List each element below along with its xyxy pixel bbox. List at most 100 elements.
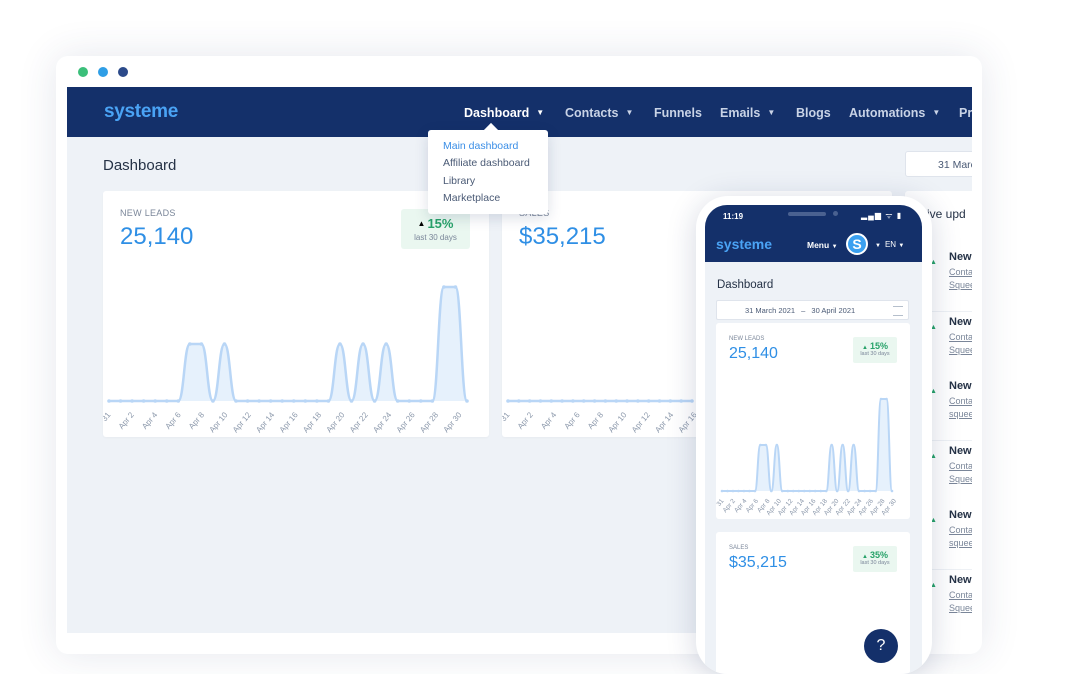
date-range-picker[interactable]: 31 Marc <box>905 151 972 177</box>
data-point <box>737 489 740 493</box>
nav-emails[interactable]: Emails ▼ <box>720 106 775 120</box>
badge-subtitle: last 30 days <box>860 351 890 357</box>
date-from: 31 March 2021 <box>745 306 796 315</box>
data-point <box>442 285 446 289</box>
window-dot-navy[interactable] <box>118 67 128 77</box>
status-time: 11:19 <box>723 212 744 221</box>
data-point <box>846 489 850 493</box>
phone-logo[interactable]: systeme <box>716 236 773 252</box>
data-point <box>770 489 773 493</box>
data-point <box>430 399 435 403</box>
status-dot-icon: ▲ <box>930 259 937 266</box>
status-icons: ▂▄▆ ᯤ ▮ <box>861 211 903 220</box>
new-leads-chart: 31 Apr 2 Apr 4 Apr 6 Apr 8 Apr 10 Apr 12 Apr 14… <box>103 285 469 434</box>
live-update-item[interactable]: ▲ New Conta Squee <box>930 311 972 377</box>
live-updates-title: ive upd <box>927 207 966 221</box>
phone-screen: 11:19 ▂▄▆ ᯤ ▮ systeme Menu ▼ S ▼ EN ▼ Das… <box>705 205 922 674</box>
data-point <box>742 489 746 493</box>
phone-date-range[interactable]: 31 March 2021 – 30 April 2021 <box>716 300 909 320</box>
nav-contacts[interactable]: Contacts ▼ <box>565 106 633 120</box>
update-link[interactable]: Conta <box>949 331 972 342</box>
nav-label: Funnels <box>654 106 702 120</box>
nav-label: Dashboard <box>464 106 530 120</box>
x-tick-label: Apr 20 <box>324 410 346 434</box>
data-point <box>234 399 238 403</box>
update-link[interactable]: Conta <box>949 267 972 277</box>
x-tick-label: 31 <box>502 410 512 423</box>
data-point <box>303 399 308 403</box>
nav-label: Emails <box>720 106 761 120</box>
live-update-item[interactable]: ▲ New Conta Squee <box>930 247 972 312</box>
trend-badge: ▲ 35% last 30 days <box>853 546 897 572</box>
data-point <box>879 397 883 401</box>
update-link[interactable]: squee <box>949 538 972 548</box>
language-label: EN <box>884 240 897 249</box>
window-dot-blue[interactable] <box>98 67 108 77</box>
top-navigation: systeme Dashboard ▼ Contacts ▼ Funnels Ema… <box>67 87 972 137</box>
help-button[interactable]: ? <box>864 629 898 663</box>
update-link[interactable]: Conta <box>949 460 972 471</box>
data-point <box>748 489 751 493</box>
data-point <box>868 489 872 493</box>
phone-page-title: Dashboard <box>717 279 774 291</box>
data-point <box>753 489 757 493</box>
live-update-item[interactable]: ▲ New Conta Squee <box>930 569 972 633</box>
logo[interactable]: systeme <box>104 101 178 122</box>
data-point <box>830 443 833 447</box>
menu-item-marketplace[interactable]: Marketplace <box>443 192 501 204</box>
update-link[interactable]: Conta <box>949 396 972 406</box>
x-tick-label: Apr 28 <box>418 410 440 434</box>
data-point <box>395 399 400 403</box>
date-to: 30 April 2021 <box>811 306 856 315</box>
live-update-item[interactable]: ▲ New Conta squee <box>930 505 972 570</box>
phone-mockup: 11:19 ▂▄▆ ᯤ ▮ systeme Menu ▼ S ▼ EN ▼ Das… <box>696 196 932 674</box>
nav-dashboard[interactable]: Dashboard ▼ <box>464 106 544 120</box>
data-point <box>268 399 273 403</box>
data-point <box>781 489 784 493</box>
update-link[interactable]: Conta <box>949 589 972 600</box>
chevron-down-icon: ▼ <box>625 108 634 117</box>
data-point <box>646 399 651 403</box>
trend-badge: ▲ 15% last 30 days <box>853 337 897 363</box>
update-link[interactable]: Squee <box>949 344 972 355</box>
data-point <box>164 399 169 403</box>
live-update-item[interactable]: ▲ New Conta squee <box>930 376 972 441</box>
x-tick-label: Apr 4 <box>539 410 559 431</box>
data-point <box>372 399 377 403</box>
data-point <box>245 399 250 403</box>
nav-automations[interactable]: Automations ▼ <box>849 106 940 120</box>
phone-camera <box>833 211 838 216</box>
menu-item-library[interactable]: Library <box>443 175 476 187</box>
nav-products[interactable]: Pr <box>959 106 972 120</box>
live-update-item[interactable]: ▲ New Conta Squee <box>930 440 972 506</box>
data-point <box>199 342 204 346</box>
data-point <box>852 443 855 447</box>
menu-label: Menu <box>807 240 830 250</box>
avatar[interactable]: S <box>846 233 868 255</box>
badge-percent: 35% <box>869 550 888 560</box>
window-dot-green[interactable] <box>78 67 88 77</box>
menu-item-main-dashboard[interactable]: Main dashboard <box>443 140 519 152</box>
data-point <box>571 399 575 403</box>
update-title: New <box>949 444 972 457</box>
nav-label: Contacts <box>565 106 619 120</box>
nav-funnels[interactable]: Funnels <box>654 106 702 120</box>
dashboard-dropdown-menu: Main dashboard Affiliate dashboard Libra… <box>428 122 548 214</box>
phone-menu-button[interactable]: Menu ▼ <box>807 240 838 250</box>
nav-blogs[interactable]: Blogs <box>796 106 831 120</box>
update-link[interactable]: Squee <box>949 280 972 290</box>
update-title: New <box>949 315 972 328</box>
update-link[interactable]: Squee <box>949 473 972 484</box>
menu-item-affiliate-dashboard[interactable]: Affiliate dashboard <box>443 157 530 169</box>
data-point <box>211 399 215 403</box>
chevron-down-icon: ▼ <box>831 244 838 250</box>
update-link[interactable]: squee <box>949 409 972 419</box>
update-link[interactable]: Conta <box>949 525 972 535</box>
language-selector[interactable]: ▼ EN ▼ <box>875 240 904 249</box>
data-point <box>759 443 762 447</box>
filter-icon[interactable] <box>893 306 903 316</box>
x-tick-label: Apr 4 <box>140 410 160 431</box>
x-tick-label: Apr 14 <box>653 410 675 434</box>
update-link[interactable]: Squee <box>949 602 972 613</box>
x-tick-label: 31 <box>103 410 113 423</box>
